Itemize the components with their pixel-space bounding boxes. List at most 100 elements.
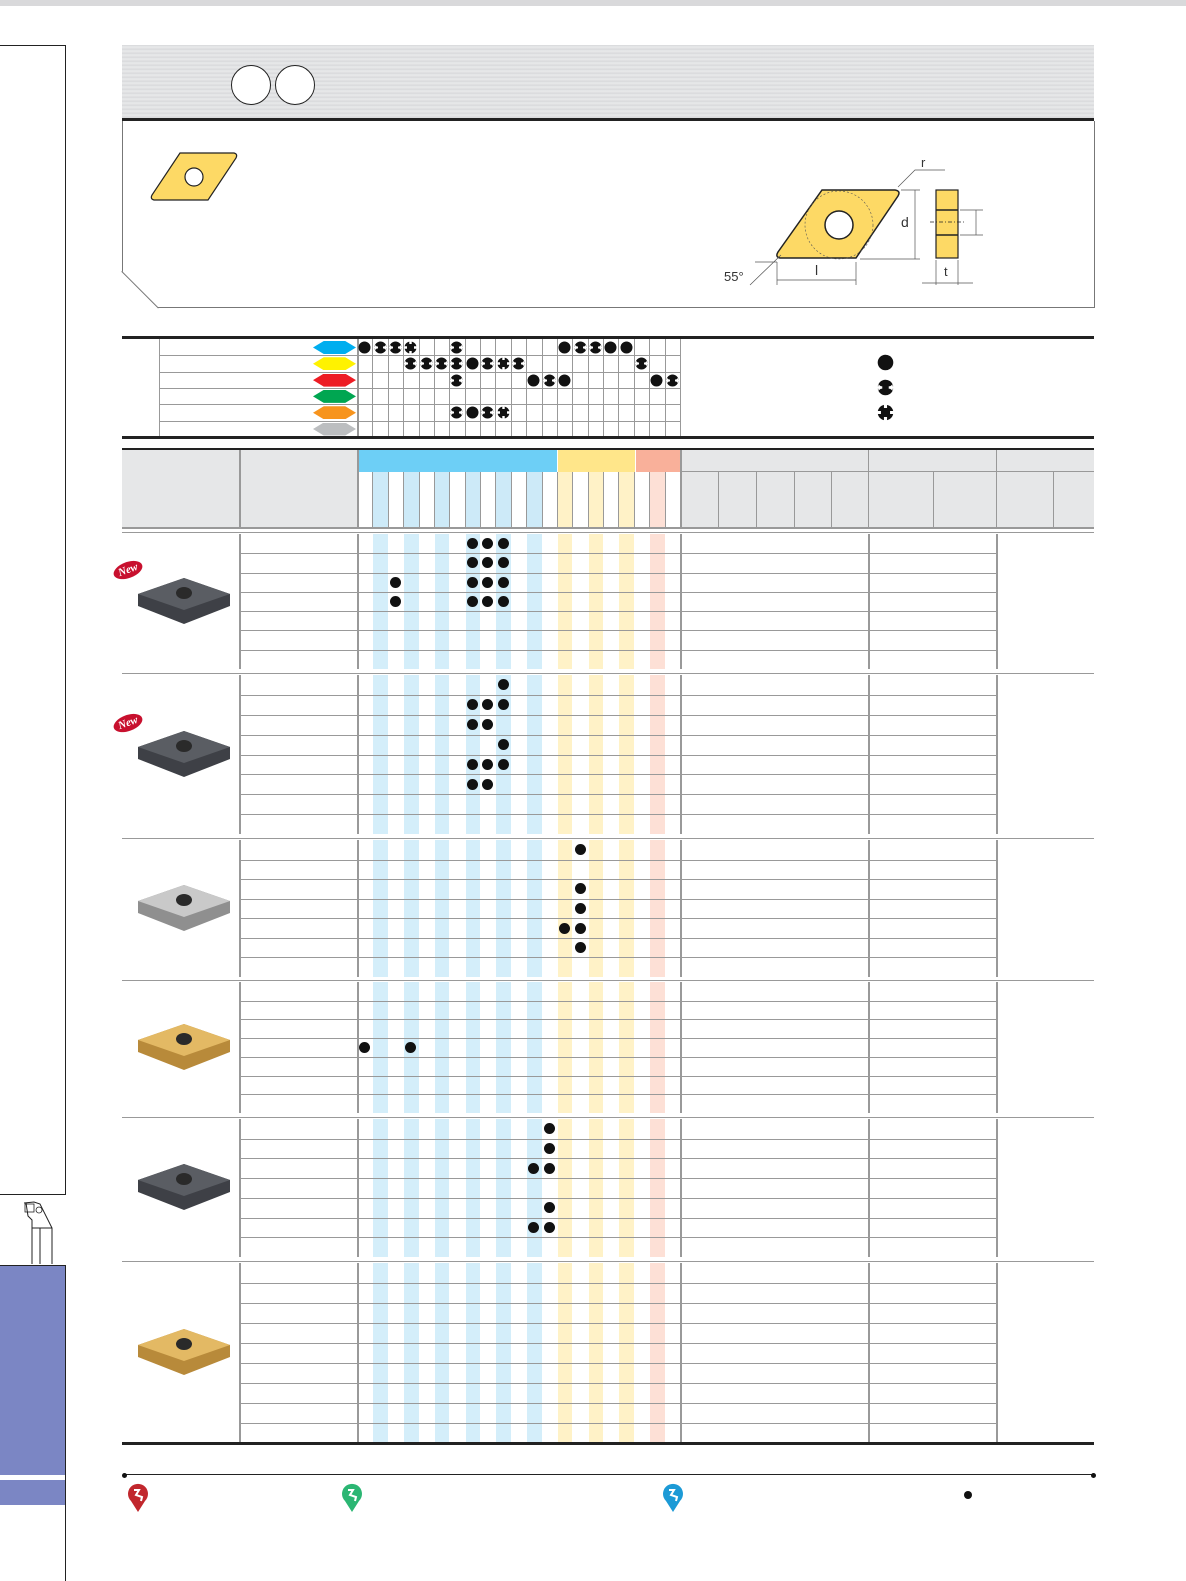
group-col-line — [996, 1263, 998, 1443]
header-col-line — [495, 472, 497, 527]
header-col-line — [664, 472, 666, 527]
group-col-line — [996, 675, 998, 834]
table-row — [240, 1283, 996, 1284]
description-box — [122, 121, 1095, 308]
table-row — [240, 754, 996, 756]
matrix-col-line — [541, 339, 543, 436]
header-col-line — [433, 472, 435, 527]
grade-column-stripe — [527, 1263, 542, 1443]
header-stripe — [650, 472, 665, 527]
header-col-line — [718, 472, 719, 528]
mark-half-icon — [435, 357, 449, 370]
grade-column-stripe — [496, 982, 511, 1113]
recommended-dot — [543, 1143, 555, 1155]
recommended-dot — [466, 758, 478, 770]
matrix-col-line — [572, 339, 574, 436]
header-stripe — [557, 472, 573, 527]
mark-half-icon — [404, 357, 418, 370]
table-row — [240, 1237, 996, 1239]
grade-column-stripe — [496, 840, 511, 977]
group-rule — [122, 673, 1094, 674]
grade-column-stripe — [619, 1119, 634, 1257]
grade-column-stripe — [434, 1263, 450, 1443]
recommended-dot — [466, 596, 478, 607]
table-row — [240, 1158, 996, 1160]
grade-column-stripe — [373, 840, 388, 977]
header-col-line — [387, 472, 389, 527]
table-row — [240, 694, 996, 696]
key-cross-icon — [876, 403, 894, 421]
mark-full-icon — [466, 406, 479, 419]
bullet-icon — [964, 1491, 972, 1499]
recommended-dot — [482, 778, 494, 790]
recommended-dot — [466, 576, 478, 588]
grade-column-stripe — [496, 1263, 511, 1443]
header-stripe — [496, 472, 511, 527]
group-col-line — [357, 1263, 359, 1443]
matrix-col-line — [618, 339, 620, 436]
recommended-dot — [482, 719, 494, 731]
header-stripe — [465, 472, 481, 527]
recommended-dot — [497, 758, 509, 770]
insert-image — [136, 729, 232, 781]
matrix-bottom-rule — [122, 436, 1094, 439]
material-color-tag — [313, 406, 356, 420]
grade-column-stripe — [373, 982, 388, 1113]
group-col-line — [239, 534, 241, 669]
mark-full-icon — [558, 341, 571, 354]
group-col-line — [868, 982, 870, 1113]
table-row — [240, 814, 996, 816]
header-col-line — [480, 472, 482, 527]
header-col-line — [996, 450, 997, 528]
matrix-col-line — [633, 339, 635, 436]
header-section-blue — [359, 450, 557, 472]
mark-full-icon — [358, 341, 371, 354]
recommended-dot — [543, 1221, 555, 1233]
group-rule — [122, 532, 1094, 533]
grade-column-stripe — [527, 982, 542, 1113]
grade-column-stripe — [434, 982, 450, 1113]
recommended-dot — [482, 576, 494, 588]
grade-column-stripe — [373, 1119, 388, 1257]
matrix-row-line — [159, 404, 681, 406]
header-col-line — [403, 472, 405, 527]
recommended-dot — [497, 557, 509, 569]
table-row — [240, 1363, 996, 1364]
side-tab-active[interactable] — [0, 1265, 66, 1475]
header-dimensions — [682, 450, 1094, 528]
table-row — [240, 1197, 996, 1199]
matrix-row-line — [159, 420, 681, 422]
group-col-line — [996, 1119, 998, 1257]
header-col-line — [526, 472, 528, 527]
grade-column-stripe — [557, 982, 573, 1113]
recommended-dot — [482, 758, 494, 770]
recommended-dot — [497, 679, 509, 691]
green-pin-icon — [341, 1483, 363, 1513]
grade-column-stripe — [650, 534, 665, 669]
recommended-dot — [543, 1202, 555, 1214]
recommended-dot — [497, 699, 509, 711]
grade-column-stripe — [588, 982, 604, 1113]
recommended-dot — [497, 538, 509, 550]
group-rule — [122, 1261, 1094, 1262]
matrix-col-line — [449, 339, 451, 436]
footer-rule-end — [1090, 1472, 1096, 1478]
table-row — [240, 1094, 996, 1096]
mark-half-icon — [388, 341, 402, 354]
recommended-dot — [528, 1162, 540, 1174]
group-col-line — [868, 534, 870, 669]
insert-image — [136, 1162, 232, 1214]
group-col-line — [868, 1119, 870, 1257]
header-stripe — [373, 472, 388, 527]
header-col-line — [541, 472, 543, 527]
label-l: l — [815, 262, 818, 278]
mark-half-icon — [450, 406, 464, 419]
header-col-line — [633, 472, 635, 527]
grade-column-stripe — [373, 534, 388, 669]
grade-column-stripe — [404, 840, 419, 977]
mark-half-icon — [512, 357, 525, 370]
recommended-dot — [543, 1162, 555, 1174]
matrix-col-line — [495, 339, 497, 436]
material-color-tag — [313, 341, 356, 354]
table-row — [240, 553, 996, 555]
